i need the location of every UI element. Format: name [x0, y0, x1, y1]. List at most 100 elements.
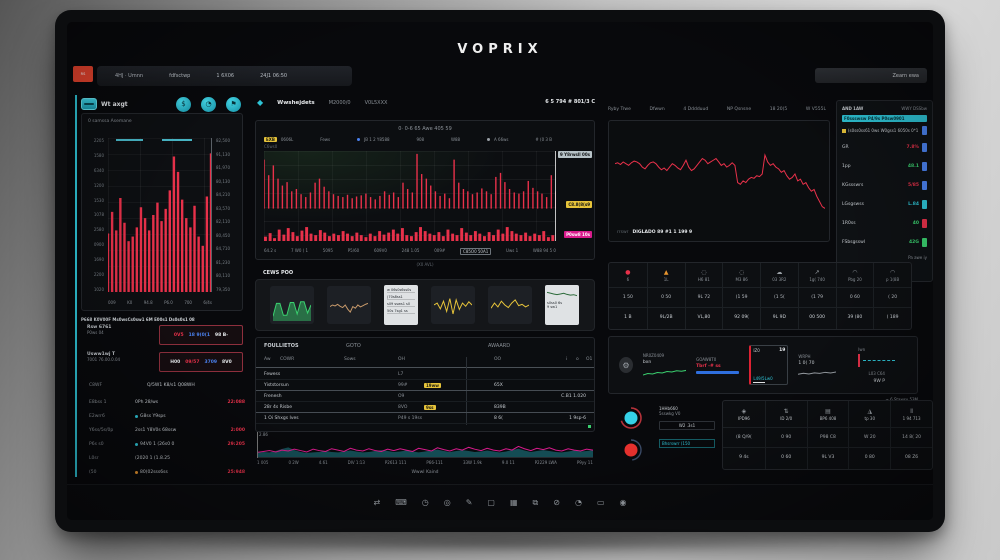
- detail-row[interactable]: P6s s0 94V0 1 (26s0 0 29:205: [89, 437, 245, 451]
- legend-item[interactable]: JB 1 2 Y8588: [357, 137, 390, 142]
- stats-column[interactable]: ◠ p 1(8B ( 20 ( 189: [873, 263, 911, 329]
- detail-value-box[interactable]: H00 09/57 3709 8V0: [159, 352, 243, 372]
- gauge-stat-column[interactable]: ▤ BP6 408 P98 C8 9L V3: [806, 401, 849, 469]
- stats-column[interactable]: ↗ 1g( 740 (1 79 00 500: [797, 263, 836, 329]
- dock-icon[interactable]: ⊘: [553, 498, 560, 507]
- spark-card-5[interactable]: [488, 286, 532, 324]
- x-tick[interactable]: Uws 1: [506, 248, 519, 253]
- watchlist-item[interactable]: FSbsgsswl 42G: [842, 233, 927, 252]
- table-row[interactable]: 28r 4s Risbe 8VO 9ss 839B: [256, 402, 594, 413]
- legend-item[interactable]: # (0 3 B: [535, 137, 552, 142]
- stats-column[interactable]: ☁ 03 3R2 (1 5( 9L 9D: [760, 263, 798, 329]
- watchlist-item[interactable]: 1R0ss 40: [842, 214, 927, 233]
- stats-column[interactable]: ● 6 1 50 1 B: [609, 263, 647, 329]
- gauge-box-value[interactable]: W2 .3s1: [659, 421, 715, 430]
- chart-tab[interactable]: 18 20(5: [769, 107, 788, 112]
- detail-value-box[interactable]: 0V5 18 9(0(1 98 B-: [159, 325, 243, 345]
- line-chart-panel[interactable]: rrswr DIGLADO 89 #1 1 199 9: [608, 120, 830, 242]
- gauge-tag[interactable]: Bhsrswrr (150: [659, 439, 715, 448]
- sidebar-action-icon[interactable]: $: [176, 96, 191, 112]
- x-tick[interactable]: 609V0: [373, 248, 387, 253]
- spark-card-3[interactable]: w 06s0s6ss0s (70s8ss1 s09 ssws1 s0 50s 7sg1…: [384, 285, 418, 325]
- stats-column[interactable]: ▲ 1L 0 50 9L/2B: [646, 263, 685, 329]
- spark-card-6[interactable]: s0ss0 6s 9 sw1: [545, 285, 579, 325]
- ops-card-4[interactable]: WRPH 1 0( 70: [798, 354, 836, 377]
- gear-icon[interactable]: ⚙: [619, 357, 633, 373]
- x-tick[interactable]: 248 1.05: [401, 248, 420, 253]
- spark-card-4[interactable]: [431, 286, 475, 324]
- dock-icon[interactable]: ⇄: [373, 498, 381, 507]
- legend-item[interactable]: W88: [451, 137, 461, 142]
- legend-item[interactable]: Fews: [320, 137, 331, 142]
- dock-icon[interactable]: ⧉: [532, 497, 539, 507]
- x-tick[interactable]: 5095: [322, 248, 333, 253]
- dock-icon[interactable]: ◔: [574, 498, 582, 507]
- ops-card-3[interactable]: IZ0 19 L49/5Lw0: [749, 345, 789, 385]
- dock-icon[interactable]: ◷: [421, 498, 429, 507]
- toolbar-item[interactable]: 1 6X06: [216, 73, 235, 79]
- dock-icon[interactable]: ▦: [509, 498, 518, 507]
- alert-button[interactable]: RS: [73, 66, 93, 82]
- watchlist-banner[interactable]: F0ssswsw P4/9s P0sw0901: [842, 115, 927, 122]
- detail-row[interactable]: Y6ss/5s/0p 2ss1 Y8V0s 68ssw 2:000: [89, 423, 245, 437]
- dock-icon[interactable]: ✎: [465, 498, 473, 507]
- chart-tab[interactable]: Ryby Trwe: [608, 107, 631, 112]
- gauge-stat-column[interactable]: ◮ tp 30 W 20 0 80: [848, 401, 891, 469]
- legend-item[interactable]: 0606L: [280, 137, 294, 142]
- main-plot[interactable]: [264, 151, 556, 241]
- ops-card-5[interactable]: Iwn L03 C64 9W P: [846, 347, 907, 384]
- gauge-stat-column[interactable]: ⇅ ID 2/0 0 90 0 60: [764, 401, 807, 469]
- tab-2[interactable]: GOTO: [346, 343, 361, 349]
- spark-card-2[interactable]: [327, 286, 371, 324]
- sidebar-candle-plot[interactable]: [108, 138, 212, 292]
- table-row[interactable]: 1 Oi Shxgs Ives P49 s 19ss 8 6( 1 9sp-6: [256, 413, 594, 424]
- gauge-buy-icon[interactable]: [619, 406, 643, 430]
- stats-column[interactable]: ◠ Pbg 20 0 60 39 (80: [835, 263, 874, 329]
- ops-card-2[interactable]: GOAW8T0 Tbrf -# ss: [696, 357, 740, 374]
- x-tick[interactable]: 64.2 s: [264, 248, 277, 253]
- chart-tab[interactable]: W V555L: [805, 107, 826, 112]
- watchlist-item[interactable]: LGsgswss L.84: [842, 195, 927, 214]
- dock-icon[interactable]: ⌨: [395, 498, 407, 507]
- legend-item[interactable]: A 66ws: [487, 137, 508, 142]
- legend-item[interactable]: 908: [416, 137, 425, 142]
- detail-row[interactable]: (50 80(02sss6ss 25:948: [89, 465, 245, 479]
- dock-icon[interactable]: ▢: [487, 498, 495, 507]
- spark-card-1[interactable]: [270, 286, 314, 324]
- table-row[interactable]: Fewess L7: [256, 369, 594, 380]
- toolbar-item[interactable]: fdfsctwp: [169, 73, 191, 79]
- gauge-stat-column[interactable]: Ⅱ 1 94 713 14 8( 20 08 Z6: [890, 401, 932, 469]
- detail-row[interactable]: E2wrr6 G8ss Y9sps: [89, 409, 245, 423]
- dock-icon[interactable]: ◎: [443, 498, 451, 507]
- x-tick[interactable]: W88 94 5 0: [532, 248, 556, 253]
- dock-icon[interactable]: ◉: [619, 498, 627, 507]
- watchlist-item[interactable]: KGssswrs 5/85: [842, 176, 927, 195]
- x-tick[interactable]: P5/60: [347, 248, 360, 253]
- toolbar-item[interactable]: 4HJ · Umnn: [115, 73, 144, 79]
- watchlist-item[interactable]: GR 7.8%: [842, 138, 927, 157]
- depth-chart[interactable]: 2.86: [257, 432, 593, 458]
- tab-3[interactable]: AWAARD: [488, 343, 511, 349]
- detail-row[interactable]: E8bss 1 0Ph 28/ws 22:088: [89, 395, 245, 409]
- chart-tab[interactable]: 4 Dddduud: [683, 107, 709, 112]
- chart-tab[interactable]: NP Qsnsne: [726, 107, 752, 112]
- toolbar-item[interactable]: 24J1 06:50: [260, 73, 288, 79]
- stats-column[interactable]: ◌ H6 81 9L 72 VL,80: [684, 263, 723, 329]
- account-button[interactable]: Zearn ewa: [815, 68, 927, 83]
- watchlist-item[interactable]: 1pp 48.1: [842, 157, 927, 176]
- gauge-sell-icon[interactable]: [619, 438, 643, 462]
- symbol-meta-2[interactable]: V0L5XXX: [364, 99, 388, 106]
- x-tick[interactable]: 009#: [434, 248, 446, 253]
- ops-card-1[interactable]: NR0Z0409 bxn: [642, 353, 686, 377]
- x-tick[interactable]: C85O0 50A1: [460, 248, 492, 255]
- detail-row[interactable]: L0sr (2020 1 (1.8.25: [89, 451, 245, 465]
- watchlist-header-right[interactable]: WWY DSSbw: [901, 106, 927, 111]
- legend-chip[interactable]: EXB: [264, 137, 277, 142]
- gauge-stat-column[interactable]: ◈ IPD96 (8 Q/9( 9 4s: [723, 401, 765, 469]
- x-tick[interactable]: 7 W0 ( 1: [291, 248, 309, 253]
- symbol-meta-1[interactable]: M2000/0: [328, 99, 351, 106]
- stats-column[interactable]: ◌ M3 86 (1 59 92 09(: [722, 263, 760, 329]
- sidebar-action-icon[interactable]: ◔: [201, 96, 216, 112]
- tab-active[interactable]: FOULLIETOS: [264, 343, 299, 349]
- dock-icon[interactable]: ▭: [596, 498, 605, 507]
